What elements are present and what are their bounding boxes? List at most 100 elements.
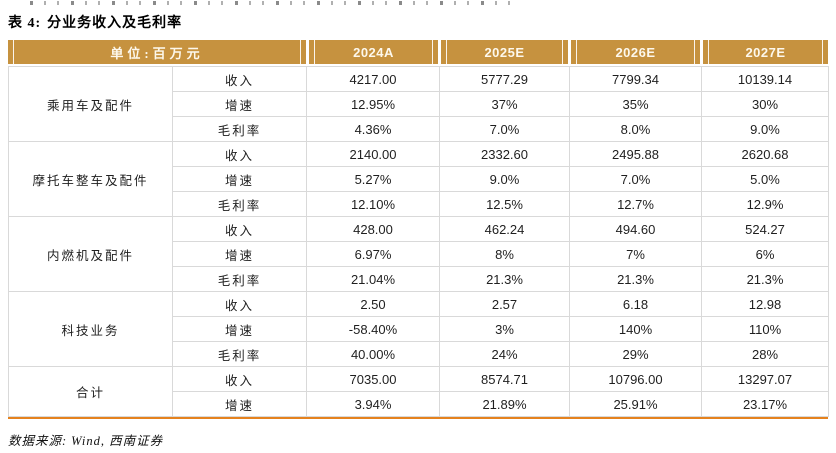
value-cell: 5777.29 bbox=[439, 66, 570, 92]
year-header-2024a: 2024A bbox=[309, 40, 438, 64]
value-cell: 4.36% bbox=[306, 116, 440, 142]
value-cell: 7.0% bbox=[569, 166, 702, 192]
metric-label-cell: 毛利率 bbox=[172, 116, 307, 142]
value-cell: 2.50 bbox=[306, 291, 440, 317]
metric-label-cell: 收入 bbox=[172, 216, 307, 242]
metric-label-cell: 收入 bbox=[172, 291, 307, 317]
unit-header-cell: 单位:百万元 bbox=[8, 40, 306, 64]
value-cell: 9.0% bbox=[701, 116, 829, 142]
business-name-cell: 内燃机及配件 bbox=[8, 216, 173, 292]
value-cell: 6.18 bbox=[569, 291, 702, 317]
value-cell: 12.10% bbox=[306, 191, 440, 217]
metric-label-cell: 收入 bbox=[172, 366, 307, 392]
clipped-text-remnant bbox=[30, 1, 512, 5]
value-cell: 8% bbox=[439, 241, 570, 267]
table-row: 增速 5.27% 9.0% 7.0% 5.0% bbox=[9, 166, 829, 192]
value-cell: 13297.07 bbox=[701, 366, 829, 392]
metric-label-cell: 增速 bbox=[172, 316, 307, 342]
value-cell: 2495.88 bbox=[569, 141, 702, 167]
value-cell: 24% bbox=[439, 341, 570, 367]
value-cell: 23.17% bbox=[701, 391, 829, 417]
value-cell: 7% bbox=[569, 241, 702, 267]
value-cell: 4217.00 bbox=[306, 66, 440, 92]
table-row: 毛利率 12.10% 12.5% 12.7% 12.9% bbox=[9, 191, 829, 217]
value-cell: 2332.60 bbox=[439, 141, 570, 167]
value-cell: 12.95% bbox=[306, 91, 440, 117]
table-row: 毛利率 21.04% 21.3% 21.3% 21.3% bbox=[9, 266, 829, 292]
value-cell: 12.5% bbox=[439, 191, 570, 217]
value-cell: 494.60 bbox=[569, 216, 702, 242]
table-row: 内燃机及配件 收入 428.00 462.24 494.60 524.27 bbox=[8, 216, 829, 292]
table-title: 表 4: 分业务收入及毛利率 bbox=[8, 12, 182, 32]
table-row: 合计 收入 7035.00 8574.71 10796.00 13297.07 bbox=[8, 366, 829, 417]
table-row: 增速 12.95% 37% 35% 30% bbox=[9, 91, 829, 117]
value-cell: 428.00 bbox=[306, 216, 440, 242]
table-row: 增速 -58.40% 3% 140% 110% bbox=[9, 316, 829, 342]
table-row: 毛利率 4.36% 7.0% 8.0% 9.0% bbox=[9, 116, 829, 142]
value-cell: 30% bbox=[701, 91, 829, 117]
value-cell: 8574.71 bbox=[439, 366, 570, 392]
metric-label-cell: 毛利率 bbox=[172, 341, 307, 367]
value-cell: 7.0% bbox=[439, 116, 570, 142]
value-cell: 110% bbox=[701, 316, 829, 342]
value-cell: 10796.00 bbox=[569, 366, 702, 392]
metric-label-cell: 增速 bbox=[172, 91, 307, 117]
value-cell: 6.97% bbox=[306, 241, 440, 267]
year-header-2027e: 2027E bbox=[703, 40, 828, 64]
value-cell: 12.98 bbox=[701, 291, 829, 317]
value-cell: 7035.00 bbox=[306, 366, 440, 392]
value-cell: 140% bbox=[569, 316, 702, 342]
table-title-text: 分业务收入及毛利率 bbox=[47, 16, 183, 31]
value-cell: 2620.68 bbox=[701, 141, 829, 167]
table-body-grid: 乘用车及配件 收入 4217.00 5777.29 7799.34 10139.… bbox=[8, 66, 829, 417]
metric-label-cell: 收入 bbox=[172, 141, 307, 167]
value-cell: 12.9% bbox=[701, 191, 829, 217]
value-cell: 21.04% bbox=[306, 266, 440, 292]
table-row: 增速 6.97% 8% 7% 6% bbox=[9, 241, 829, 267]
value-cell: 3% bbox=[439, 316, 570, 342]
data-table: 单位:百万元 2024A 2025E 2026E 2027E 乘用车及配件 收入… bbox=[8, 40, 829, 419]
value-cell: 37% bbox=[439, 91, 570, 117]
table-body: 乘用车及配件 收入 4217.00 5777.29 7799.34 10139.… bbox=[8, 66, 829, 417]
value-cell: 21.89% bbox=[439, 391, 570, 417]
value-cell: 21.3% bbox=[439, 266, 570, 292]
metric-label-cell: 毛利率 bbox=[172, 266, 307, 292]
table-row: 科技业务 收入 2.50 2.57 6.18 12.98 bbox=[8, 291, 829, 367]
value-cell: 12.7% bbox=[569, 191, 702, 217]
year-header-2026e: 2026E bbox=[571, 40, 700, 64]
value-cell: 2.57 bbox=[439, 291, 570, 317]
value-cell: 40.00% bbox=[306, 341, 440, 367]
value-cell: 29% bbox=[569, 341, 702, 367]
table-row: 摩托车整车及配件 收入 2140.00 2332.60 2495.88 2620… bbox=[8, 141, 829, 217]
value-cell: 462.24 bbox=[439, 216, 570, 242]
value-cell: 524.27 bbox=[701, 216, 829, 242]
value-cell: 8.0% bbox=[569, 116, 702, 142]
value-cell: 21.3% bbox=[569, 266, 702, 292]
metric-label-cell: 增速 bbox=[172, 166, 307, 192]
business-name-cell: 摩托车整车及配件 bbox=[8, 141, 173, 217]
value-cell: 5.0% bbox=[701, 166, 829, 192]
data-source-note: 数据来源: Wind, 西南证券 bbox=[8, 430, 163, 449]
table-row: 毛利率 40.00% 24% 29% 28% bbox=[9, 341, 829, 367]
table-title-prefix: 表 4: bbox=[8, 16, 42, 31]
value-cell: 3.94% bbox=[306, 391, 440, 417]
value-cell: 28% bbox=[701, 341, 829, 367]
value-cell: 7799.34 bbox=[569, 66, 702, 92]
value-cell: 9.0% bbox=[439, 166, 570, 192]
table-row: 乘用车及配件 收入 4217.00 5777.29 7799.34 10139.… bbox=[8, 66, 829, 142]
table-row: 增速 3.94% 21.89% 25.91% 23.17% bbox=[9, 391, 829, 417]
metric-label-cell: 增速 bbox=[172, 241, 307, 267]
value-cell: 25.91% bbox=[569, 391, 702, 417]
business-name-cell: 合计 bbox=[8, 366, 173, 417]
data-source-value: Wind, 西南证券 bbox=[71, 434, 164, 448]
table-header-row: 单位:百万元 2024A 2025E 2026E 2027E bbox=[8, 40, 828, 64]
metric-label-cell: 毛利率 bbox=[172, 191, 307, 217]
value-cell: 35% bbox=[569, 91, 702, 117]
business-name-cell: 乘用车及配件 bbox=[8, 66, 173, 142]
metric-label-cell: 增速 bbox=[172, 391, 307, 417]
business-name-cell: 科技业务 bbox=[8, 291, 173, 367]
value-cell: -58.40% bbox=[306, 316, 440, 342]
value-cell: 6% bbox=[701, 241, 829, 267]
value-cell: 21.3% bbox=[701, 266, 829, 292]
